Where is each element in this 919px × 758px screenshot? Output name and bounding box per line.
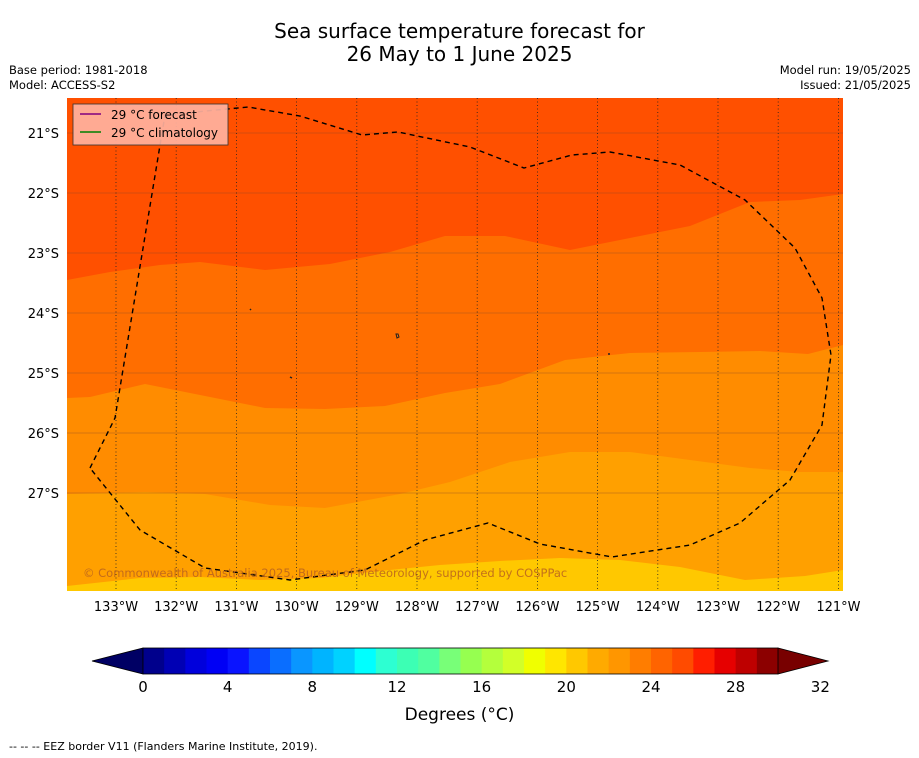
colorbar-swatch — [502, 648, 525, 674]
base-period-text: Base period: 1981-2018 — [9, 63, 148, 77]
colorbar-title: Degrees (°C) — [404, 705, 515, 725]
map-title-line-2: 26 May to 1 June 2025 — [346, 42, 573, 66]
colorbar-swatch — [756, 648, 779, 674]
latitude-label: 27°S — [28, 487, 59, 502]
longitude-label: 121°W — [816, 600, 860, 615]
longitude-label: 128°W — [395, 600, 439, 615]
colorbar-swatch — [566, 648, 588, 674]
model-name-text: Model: ACCESS-S2 — [9, 78, 116, 92]
eez-border-footnote: -- -- -- EEZ border V11 (Flanders Marine… — [9, 740, 318, 753]
longitude-label: 129°W — [335, 600, 379, 615]
longitude-labels: 133°W 132°W 131°W 130°W 129°W 128°W 127°W 126°W… — [94, 600, 861, 615]
colorbar-swatch — [185, 648, 207, 674]
colorbar-swatch — [291, 648, 313, 674]
eez-border-line — [89, 106, 832, 581]
colorbar-swatch — [312, 648, 334, 674]
colorbar-tick-label: 32 — [811, 678, 830, 696]
colorbar-tick-label: 4 — [223, 678, 233, 696]
colorbar-swatch — [164, 648, 186, 674]
colorbar-tick-label: 0 — [138, 678, 148, 696]
colorbar-over-arrow — [777, 647, 830, 675]
colorbar-tick-label: 28 — [726, 678, 745, 696]
colorbar-tick-label: 16 — [472, 678, 491, 696]
latitude-label: 25°S — [28, 367, 59, 382]
issued-date: Issued: 21/05/2025 — [800, 78, 911, 92]
temperature-field: © Commonwealth of Australia 2025, Bureau… — [67, 98, 843, 591]
colorbar-swatch — [397, 648, 419, 674]
forecast-legend-label: 29 °C forecast — [111, 108, 197, 122]
colorbar-swatch — [735, 648, 758, 674]
longitude-label: 125°W — [576, 600, 620, 615]
colorbar-swatch — [714, 648, 737, 674]
colorbar-tick-label: 24 — [641, 678, 660, 696]
model-run-date: Model run: 19/05/2025 — [779, 63, 911, 77]
colorbar-swatch — [608, 648, 631, 674]
climatology-legend-label: 29 °C climatology — [111, 126, 218, 140]
colorbar-swatch — [354, 648, 377, 674]
latitude-label: 26°S — [28, 427, 59, 442]
colorbar-swatch — [270, 648, 292, 674]
longitude-label: 126°W — [515, 600, 559, 615]
colorbar-frame — [142, 647, 779, 675]
legend-box — [72, 103, 229, 146]
colorbar-swatch — [672, 648, 694, 674]
colorbar-swatch — [460, 648, 483, 674]
colorbar-swatch — [524, 648, 546, 674]
colorbar-swatch — [439, 648, 461, 674]
colorbar-swatch — [651, 648, 673, 674]
colorbar-swatch — [587, 648, 610, 674]
colorbar-under-arrow — [91, 647, 144, 675]
map-title-line-1: Sea surface temperature forecast for — [274, 19, 645, 43]
island-marker — [249, 308, 252, 311]
lat-lon-gridlines — [67, 98, 843, 591]
map-legend: 29 °C forecast 29 °C climatology — [72, 103, 229, 146]
colorbar-swatch — [481, 648, 504, 674]
colorbar-tick-label: 20 — [557, 678, 576, 696]
colorbar: 0 4 8 12 16 20 24 28 32 — [91, 647, 830, 696]
longitude-label: 130°W — [275, 600, 319, 615]
colorbar-swatch — [248, 648, 271, 674]
latitude-labels: 21°S 22°S 23°S 24°S 25°S 26°S 27°S — [28, 127, 59, 502]
longitude-label: 124°W — [636, 600, 680, 615]
sst-map: © Commonwealth of Australia 2025, Bureau… — [28, 98, 861, 696]
latitude-label: 21°S — [28, 127, 59, 142]
colorbar-swatch — [418, 648, 440, 674]
longitude-label: 132°W — [154, 600, 198, 615]
colorbar-swatch — [693, 648, 715, 674]
longitude-label: 123°W — [696, 600, 740, 615]
latitude-label: 23°S — [28, 247, 59, 262]
longitude-label: 131°W — [214, 600, 258, 615]
colorbar-swatch — [227, 648, 250, 674]
island-marker — [395, 333, 400, 339]
colorbar-swatch — [375, 648, 398, 674]
colorbar-swatch — [545, 648, 567, 674]
latitude-label: 24°S — [28, 307, 59, 322]
sst-band-26-27 — [67, 452, 843, 591]
colorbar-swatch — [143, 648, 165, 674]
longitude-label: 133°W — [94, 600, 138, 615]
island-marker — [289, 376, 293, 379]
run-info-left: Base period: 1981-2018 Model: ACCESS-S2 — [9, 63, 148, 93]
colorbar-swatch — [206, 648, 229, 674]
longitude-label: 122°W — [756, 600, 800, 615]
run-info-right: Model run: 19/05/2025 Issued: 21/05/2025 — [780, 63, 911, 93]
longitude-label: 127°W — [455, 600, 499, 615]
colorbar-swatch — [333, 648, 356, 674]
copyright-watermark: © Commonwealth of Australia 2025, Bureau… — [83, 566, 567, 580]
colorbar-swatch — [629, 648, 652, 674]
latitude-label: 22°S — [28, 187, 59, 202]
colorbar-tick-label: 12 — [387, 678, 406, 696]
colorbar-tick-label: 8 — [308, 678, 318, 696]
sst-band-25-26 — [67, 558, 843, 591]
